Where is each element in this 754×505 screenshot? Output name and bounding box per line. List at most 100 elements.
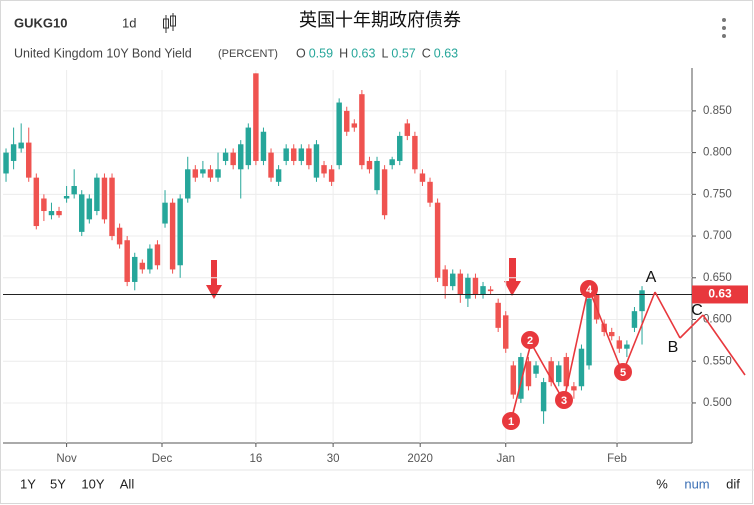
candle-body — [10, 144, 17, 161]
candle-body — [578, 348, 585, 387]
candle-body — [450, 273, 456, 287]
candle-body — [207, 169, 214, 178]
range-button[interactable]: 1Y — [20, 476, 36, 491]
candle-body — [442, 269, 448, 287]
candle-icon[interactable] — [163, 13, 176, 33]
candle-body — [18, 142, 24, 149]
candle-body — [639, 290, 645, 312]
scale-button[interactable]: % — [656, 476, 668, 491]
candle-body — [556, 365, 562, 383]
x-tick-label: Jan — [496, 453, 515, 465]
x-tick-label: Feb — [607, 453, 627, 465]
wave-marker — [555, 391, 573, 409]
range-button[interactable]: All — [120, 476, 135, 491]
x-tick-label: 30 — [327, 453, 340, 465]
candle-body — [124, 240, 130, 282]
candle-body — [162, 202, 168, 224]
candle-body — [154, 244, 161, 266]
candle-body — [245, 127, 252, 166]
candle-body — [563, 357, 570, 387]
scale-button[interactable]: num — [684, 476, 709, 491]
candle-body — [94, 177, 100, 212]
wave-letter: A — [646, 269, 657, 286]
ohlc-key: C — [422, 46, 431, 60]
down-arrow — [206, 258, 521, 299]
y-tick-label: 0.800 — [703, 147, 732, 159]
candle-body — [419, 173, 426, 182]
candle-body — [344, 110, 350, 132]
wave-label: 1 — [508, 416, 514, 428]
candle-body — [283, 148, 289, 161]
settings-icon[interactable] — [722, 18, 726, 38]
wave-marker — [614, 363, 632, 381]
candle-body — [397, 135, 403, 161]
wave-marker — [521, 331, 539, 349]
candle-body — [230, 152, 236, 166]
interval[interactable]: 1d — [122, 15, 136, 30]
candle-body — [268, 152, 274, 178]
candle-body — [222, 152, 229, 161]
candle-body — [389, 159, 395, 166]
ohlc-value: 0.63 — [434, 46, 458, 60]
candle-body — [412, 135, 418, 170]
candle-body — [139, 262, 146, 270]
ohlc-key: O — [296, 46, 306, 60]
candle-body — [26, 142, 32, 178]
y-tick-label: 0.700 — [703, 230, 732, 242]
candle-body — [631, 311, 638, 328]
wave-label: 5 — [620, 367, 626, 379]
candle-body — [525, 361, 532, 387]
candle-body — [533, 365, 539, 374]
candle-body — [109, 177, 115, 237]
candle-body — [275, 169, 282, 182]
wave-letter: B — [668, 339, 679, 356]
range-button[interactable]: 5Y — [50, 476, 66, 491]
symbol: GUKG10 — [14, 15, 67, 30]
range-button[interactable]: 10Y — [81, 476, 104, 491]
x-tick-label: Nov — [56, 453, 77, 465]
ohlc-value: 0.57 — [391, 46, 415, 60]
wave-marker — [580, 280, 598, 298]
candle-body — [586, 298, 592, 366]
scale-button[interactable]: dif — [726, 476, 740, 491]
candle-body — [3, 152, 9, 174]
candle-body — [366, 160, 373, 170]
y-tick-label: 0.650 — [703, 272, 732, 284]
candle-body — [200, 169, 206, 174]
candle-body — [321, 165, 327, 174]
x-tick-label: Dec — [152, 453, 173, 465]
wave-label: 2 — [527, 335, 533, 347]
subtitle: United Kingdom 10Y Bond Yield — [14, 46, 192, 60]
candle-body — [33, 177, 40, 227]
candle-body — [48, 211, 55, 216]
candle-body — [56, 211, 62, 216]
y-tick-label: 0.850 — [703, 105, 732, 117]
candle-body — [298, 148, 305, 161]
candle-body — [540, 382, 547, 412]
unit-label: (PERCENT) — [218, 48, 278, 60]
candle-body — [215, 169, 221, 178]
candle-body — [79, 194, 85, 232]
candle-body — [351, 123, 358, 128]
candle-body — [487, 289, 494, 292]
candle-body — [404, 123, 411, 136]
ohlc-value: 0.63 — [351, 46, 375, 60]
candle-body — [116, 227, 123, 245]
ohlc-key: L — [381, 46, 388, 60]
candle-body — [169, 202, 176, 270]
candle-body — [192, 169, 199, 178]
wave-label: 4 — [586, 284, 593, 296]
ohlc-value: 0.59 — [309, 46, 333, 60]
candle-body — [253, 73, 259, 161]
candle-body — [328, 169, 335, 182]
candle-body — [41, 198, 47, 212]
price-tag — [692, 285, 748, 304]
candle-body — [101, 177, 108, 220]
y-tick-label: 0.600 — [703, 314, 732, 326]
candle-body — [86, 198, 93, 220]
wave-label: 3 — [561, 395, 567, 407]
candle-body — [185, 169, 191, 199]
candle-body — [480, 286, 486, 295]
